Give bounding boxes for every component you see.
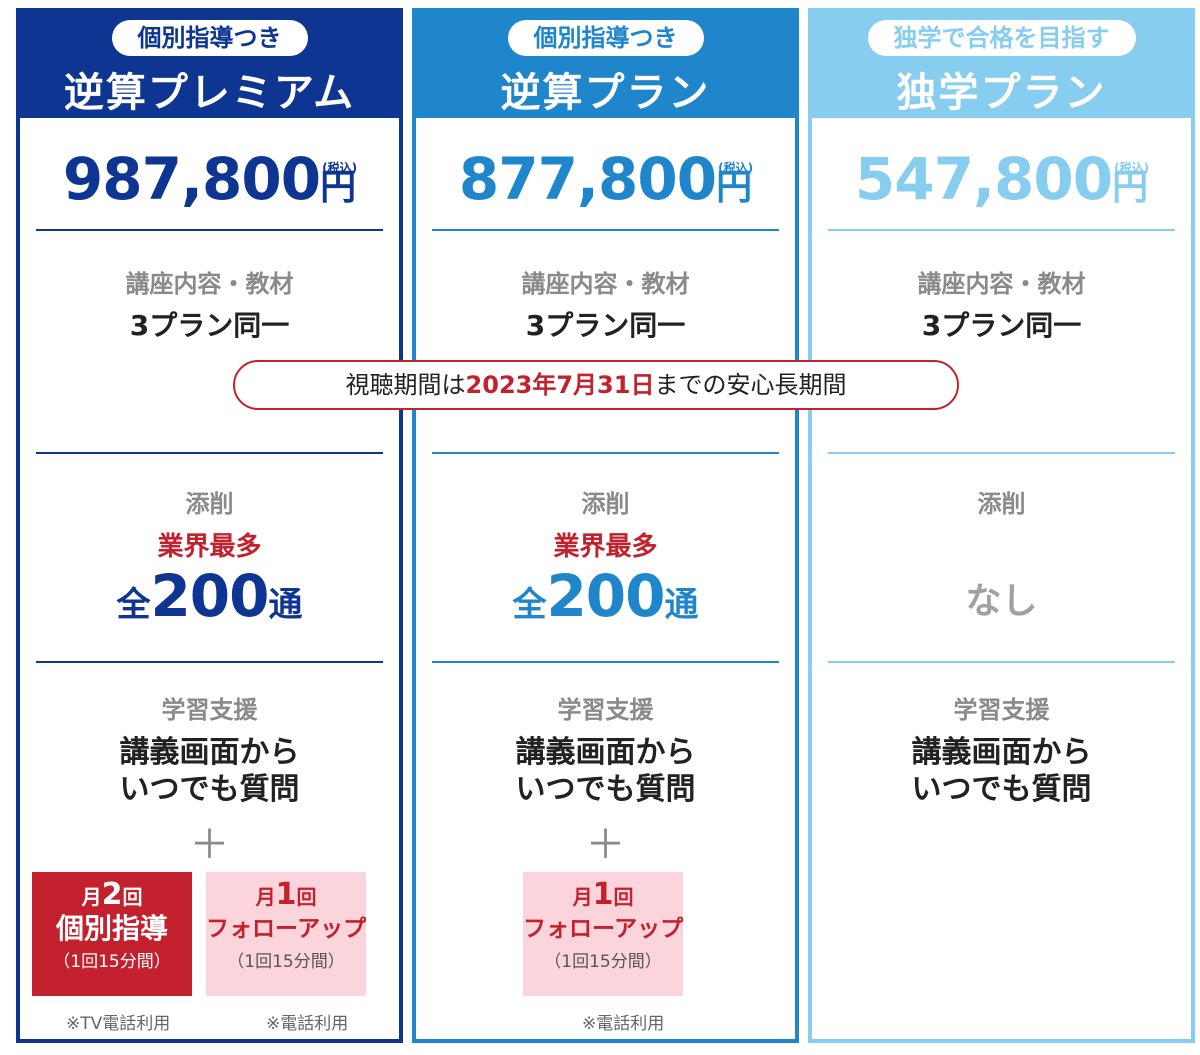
plan-card-standard: 個別指導つき 逆算プラン 877,800 (税込) 円 講座内容・教材 3プラン同一… (412, 8, 799, 1043)
viewing-period-banner: 視聴期間は2023年7月31日までの安心長期間 (233, 360, 959, 410)
plan-badge: 個別指導つき (507, 20, 704, 56)
correction-label: 添削 (977, 490, 1026, 518)
divider (432, 452, 779, 454)
plus-icon: ＋ (189, 822, 230, 868)
divider (36, 229, 383, 231)
course-value: 3プラン同一 (129, 309, 290, 342)
price-amount: 987,800 (62, 145, 321, 213)
course-value: 3プラン同一 (525, 309, 686, 342)
divider (432, 661, 779, 663)
course-label: 講座内容・教材 (917, 270, 1086, 298)
plan-price: 987,800 (税込) 円 (20, 145, 399, 213)
divider (432, 229, 779, 231)
tax-included-note: (税込) (322, 161, 358, 175)
correction-label: 添削 (185, 490, 234, 518)
plan-name: 独学プラン (896, 70, 1107, 116)
divider (828, 452, 1175, 454)
correction-count: 全200通 (116, 562, 303, 630)
divider (828, 661, 1175, 663)
plan-card-self-study: 独学で合格を目指す 独学プラン 547,800 (税込) 円 講座内容・教材 3プラ… (808, 8, 1195, 1043)
plan-price: 877,800 (税込) 円 (416, 145, 795, 213)
course-label: 講座内容・教材 (125, 270, 294, 298)
plan-badge: 独学で合格を目指す (867, 20, 1136, 56)
plan-header: 個別指導つき 逆算プレミアム (16, 8, 403, 118)
footnote: ※TV電話利用 (66, 1014, 171, 1034)
plan-price: 547,800 (税込) 円 (812, 145, 1191, 213)
tax-included-note: (税込) (1114, 161, 1150, 175)
divider (36, 452, 383, 454)
banner-text-before: 視聴期間は (345, 371, 466, 399)
support-label: 学習支援 (161, 696, 258, 724)
price-currency: (税込) 円 (1112, 161, 1150, 208)
price-currency: (税込) 円 (320, 161, 358, 208)
footnote: ※電話利用 (266, 1014, 349, 1034)
follow-up-box: 月1回 フォローアップ （1回15分間） (206, 872, 366, 996)
plan-card-premium: 個別指導つき 逆算プレミアム 987,800 (税込) 円 講座内容・教材 3プラン… (16, 8, 403, 1043)
individual-guidance-box: 月2回 個別指導 （1回15分間） (32, 872, 192, 996)
plan-badge: 個別指導つき (111, 20, 308, 56)
plan-name: 逆算プレミアム (63, 70, 356, 116)
footnote: ※電話利用 (582, 1014, 665, 1034)
correction-none: なし (965, 581, 1038, 622)
plan-name: 逆算プラン (500, 70, 711, 116)
divider (36, 661, 383, 663)
course-value: 3プラン同一 (921, 309, 1082, 342)
correction-highlight: 業界最多 (553, 532, 658, 562)
support-text: 講義画面から いつでも質問 (911, 735, 1092, 807)
support-text: 講義画面から いつでも質問 (119, 735, 300, 807)
banner-date: 2023年7月31日 (465, 371, 655, 399)
price-amount: 877,800 (458, 145, 717, 213)
price-amount: 547,800 (854, 145, 1113, 213)
support-text: 講義画面から いつでも質問 (515, 735, 696, 807)
correction-count: 全200通 (512, 562, 699, 630)
divider (828, 229, 1175, 231)
plan-header: 個別指導つき 逆算プラン (412, 8, 799, 118)
follow-up-box: 月1回 フォローアップ （1回15分間） (523, 872, 683, 996)
plan-header: 独学で合格を目指す 独学プラン (808, 8, 1195, 118)
price-currency: (税込) 円 (716, 161, 754, 208)
support-label: 学習支援 (953, 696, 1050, 724)
course-label: 講座内容・教材 (521, 270, 690, 298)
plus-icon: ＋ (585, 822, 626, 868)
correction-highlight: 業界最多 (157, 532, 262, 562)
correction-label: 添削 (581, 490, 630, 518)
support-label: 学習支援 (557, 696, 654, 724)
tax-included-note: (税込) (718, 161, 754, 175)
banner-text-after: までの安心長期間 (654, 371, 847, 399)
